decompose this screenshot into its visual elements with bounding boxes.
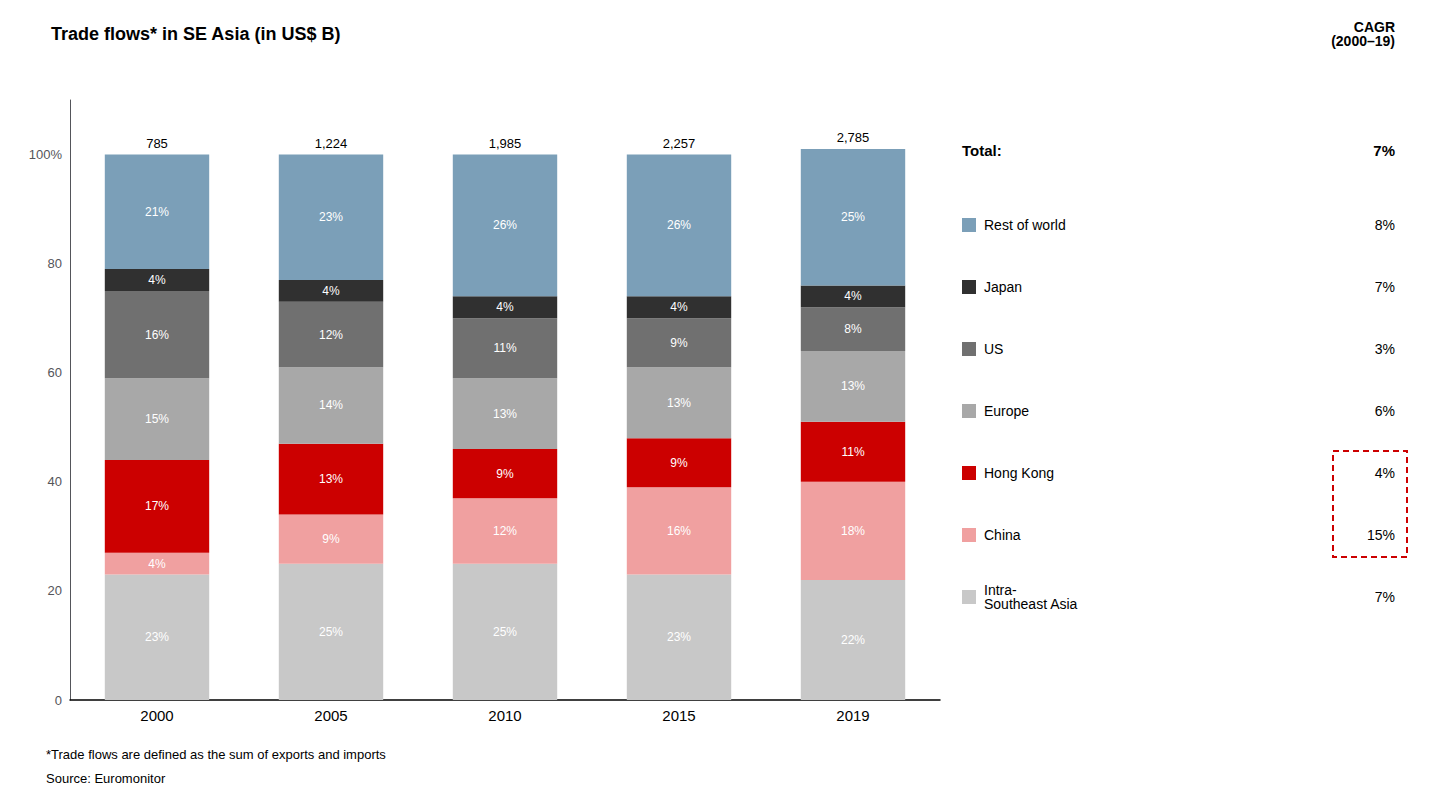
svg-text:80: 80 (48, 256, 62, 271)
svg-text:8%: 8% (844, 322, 862, 336)
svg-text:60: 60 (48, 365, 62, 380)
svg-text:4%: 4% (148, 557, 166, 571)
svg-text:9%: 9% (322, 532, 340, 546)
svg-text:25%: 25% (319, 625, 343, 639)
svg-text:Europe: Europe (984, 403, 1029, 419)
svg-text:0: 0 (55, 693, 62, 708)
svg-text:785: 785 (146, 136, 168, 151)
svg-text:12%: 12% (319, 328, 343, 342)
svg-text:23%: 23% (667, 630, 691, 644)
svg-text:12%: 12% (493, 524, 517, 538)
svg-text:22%: 22% (841, 633, 865, 647)
svg-text:18%: 18% (841, 524, 865, 538)
svg-text:25%: 25% (493, 625, 517, 639)
svg-text:13%: 13% (667, 396, 691, 410)
svg-text:2015: 2015 (662, 707, 695, 724)
svg-text:6%: 6% (1375, 403, 1395, 419)
svg-text:Japan: Japan (984, 279, 1022, 295)
svg-text:2,785: 2,785 (837, 130, 870, 145)
svg-text:16%: 16% (145, 328, 169, 342)
svg-text:Source: Euromonitor: Source: Euromonitor (46, 771, 166, 786)
svg-text:8%: 8% (1375, 217, 1395, 233)
svg-text:Trade flows* in SE Asia (in US: Trade flows* in SE Asia (in US$ B) (51, 24, 340, 44)
svg-text:26%: 26% (667, 218, 691, 232)
svg-text:4%: 4% (148, 273, 166, 287)
svg-text:14%: 14% (319, 398, 343, 412)
svg-text:*Trade flows are defined as th: *Trade flows are defined as the sum of e… (46, 747, 386, 762)
svg-text:9%: 9% (670, 336, 688, 350)
svg-text:16%: 16% (667, 524, 691, 538)
svg-text:13%: 13% (319, 472, 343, 486)
svg-text:25%: 25% (841, 210, 865, 224)
svg-text:2010: 2010 (488, 707, 521, 724)
svg-text:11%: 11% (493, 341, 516, 355)
svg-text:1,985: 1,985 (489, 136, 522, 151)
svg-text:(2000–19): (2000–19) (1331, 33, 1395, 49)
svg-text:Hong Kong: Hong Kong (984, 465, 1054, 481)
svg-text:2005: 2005 (314, 707, 347, 724)
svg-text:100%: 100% (29, 147, 63, 162)
svg-text:CAGR: CAGR (1353, 19, 1395, 35)
svg-text:1,224: 1,224 (315, 136, 348, 151)
svg-text:3%: 3% (1375, 341, 1395, 357)
svg-text:4%: 4% (322, 284, 340, 298)
svg-text:Total:: Total: (962, 142, 1002, 159)
svg-text:China: China (984, 527, 1021, 543)
svg-text:2,257: 2,257 (663, 136, 696, 151)
svg-text:4%: 4% (1375, 465, 1395, 481)
svg-text:9%: 9% (496, 467, 514, 481)
svg-text:13%: 13% (493, 407, 517, 421)
svg-text:15%: 15% (145, 412, 169, 426)
svg-text:Southeast Asia: Southeast Asia (984, 596, 1078, 612)
svg-text:15%: 15% (1367, 527, 1395, 543)
svg-text:Rest of world: Rest of world (984, 217, 1066, 233)
svg-text:13%: 13% (841, 379, 865, 393)
svg-text:11%: 11% (841, 445, 864, 459)
svg-text:23%: 23% (319, 210, 343, 224)
svg-text:Intra-: Intra- (984, 582, 1017, 598)
svg-text:17%: 17% (145, 499, 169, 513)
svg-text:7%: 7% (1375, 279, 1395, 295)
svg-text:23%: 23% (145, 630, 169, 644)
svg-text:20: 20 (48, 583, 62, 598)
svg-text:7%: 7% (1375, 589, 1395, 605)
svg-text:26%: 26% (493, 218, 517, 232)
svg-text:US: US (984, 341, 1003, 357)
svg-text:21%: 21% (145, 205, 169, 219)
svg-text:2000: 2000 (140, 707, 173, 724)
svg-text:40: 40 (48, 474, 62, 489)
svg-text:4%: 4% (844, 289, 862, 303)
svg-text:2019: 2019 (836, 707, 869, 724)
svg-text:9%: 9% (670, 456, 688, 470)
svg-text:7%: 7% (1373, 142, 1395, 159)
svg-text:4%: 4% (670, 300, 688, 314)
svg-text:4%: 4% (496, 300, 514, 314)
